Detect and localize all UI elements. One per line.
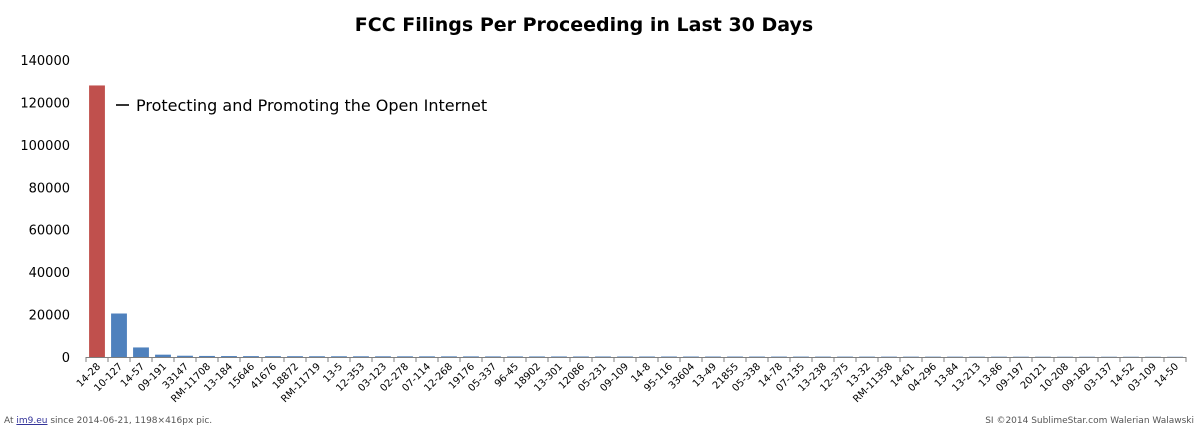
y-tick-label: 0 [62,351,70,366]
y-tick-label: 20000 [29,309,70,324]
bar-18872 [287,356,303,357]
bar-05-338 [749,356,765,358]
bar-07-135 [793,356,809,358]
y-axis: 0 20000 40000 60000 80000 100000 120000 140000 [20,54,70,366]
bar-09-109 [617,356,633,358]
bar-13-49 [705,356,721,358]
footer-left-suffix: since 2014-06-21, 1198×416px pic. [47,416,213,426]
x-tick-label: 14-50 [1153,361,1181,389]
bar-13-184 [221,356,237,357]
bar-13-238 [815,356,831,358]
bar-33147 [177,355,193,357]
annotation-label: Protecting and Promoting the Open Intern… [136,96,487,115]
bar-12-353 [353,356,369,358]
bar-95-116 [661,356,677,358]
bar-05-337 [485,356,501,358]
bar-14-57 [133,347,149,357]
bar-33604 [683,356,699,358]
bar-09-191 [155,354,171,357]
bar-14-28 [89,85,105,358]
x-axis: 14-2810-12714-5709-19133147RM-1170813-18… [75,357,1187,405]
bar-12086 [573,356,589,358]
bar-03-123 [375,356,391,358]
bar-chart: FCC Filings Per Proceeding in Last 30 Da… [20,14,1187,405]
bar-RM-11719 [309,356,325,358]
y-tick-label: 80000 [29,181,70,196]
bar-13-301 [551,356,567,358]
footer-credit: SI ©2014 SublimeStar.com Walerian Walaws… [985,416,1194,426]
footer-left: At im9.eu since 2014-06-21, 1198×416px p… [4,416,212,426]
y-tick-label: 120000 [20,96,70,111]
bar-19176 [463,356,479,358]
bar-18902 [529,356,545,358]
bar-07-114 [419,356,435,358]
bar-12-268 [441,356,457,358]
bar-14-78 [771,356,787,358]
bar-10-127 [111,313,127,357]
bar-02-278 [397,356,413,358]
y-tick-label: 60000 [29,224,70,239]
bar-05-231 [595,356,611,358]
bar-RM-11708 [199,355,215,357]
chart-title: FCC Filings Per Proceeding in Last 30 Da… [355,14,813,36]
y-tick-label: 140000 [20,54,70,69]
bar-96-45 [507,356,523,358]
bar-14-8 [639,356,655,358]
bar-13-5 [331,356,347,358]
y-tick-label: 100000 [20,139,70,154]
y-tick-label: 40000 [29,266,70,281]
bar-15646 [243,356,259,357]
bar-21855 [727,356,743,358]
footer-left-prefix: At [4,416,17,426]
footer-link[interactable]: im9.eu [16,416,48,426]
bar-41676 [265,356,281,357]
bars-group [89,85,1183,358]
